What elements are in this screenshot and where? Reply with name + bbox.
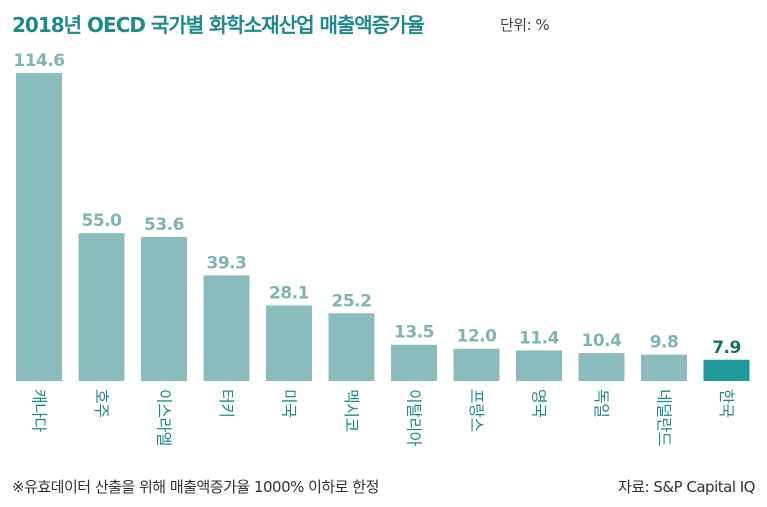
bar-6 [391, 344, 437, 381]
value-label-1: 55.0 [82, 211, 123, 231]
bar-7 [453, 348, 500, 381]
value-label-5: 25.2 [332, 291, 372, 311]
category-label-5: 멕시코 [342, 389, 361, 432]
category-label-11: 한국 [717, 389, 736, 417]
bar-3 [203, 275, 250, 381]
value-label-7: 12.0 [457, 327, 498, 347]
footnote: ※유효데이터 산출을 위해 매출액증가율 1000% 이하로 한정 [12, 478, 379, 496]
category-label-8: 영국 [530, 389, 549, 417]
value-label-9: 10.4 [582, 331, 623, 351]
bar-8 [516, 350, 562, 381]
category-label-3: 터키 [217, 389, 236, 417]
bar-1 [78, 233, 125, 381]
value-label-0: 114.6 [13, 51, 64, 71]
bar-10 [641, 354, 687, 381]
value-label-3: 39.3 [207, 253, 247, 273]
bar-9 [578, 353, 625, 381]
category-label-7: 프랑스 [467, 389, 486, 432]
source-label: 자료: S&P Capital IQ [617, 478, 756, 496]
category-label-1: 호주 [92, 389, 111, 417]
unit-label: 단위: % [500, 16, 550, 34]
category-label-2: 이스라엘 [155, 389, 174, 446]
bar-11 [703, 359, 750, 381]
value-label-2: 53.6 [144, 215, 184, 235]
chart-title: 2018년 OECD 국가별 화학소재산업 매출액증가율 [12, 13, 425, 37]
value-label-10: 9.8 [650, 333, 679, 353]
bar-chart: 114.6 캐나다 55.0 호주 53.6 이스라엘 39.3 터키 28.1 미국 25.2 멕시… [13, 51, 750, 447]
category-label-9: 독일 [592, 389, 611, 417]
value-label-6: 13.5 [394, 323, 434, 343]
category-label-0: 캐나다 [30, 389, 49, 432]
category-label-10: 네덜란드 [655, 389, 674, 446]
value-label-4: 28.1 [269, 283, 309, 303]
bar-5 [328, 313, 375, 381]
value-label-11: 7.9 [712, 338, 741, 358]
bar-4 [266, 305, 312, 381]
category-label-4: 미국 [280, 389, 299, 417]
category-label-6: 이탈리아 [405, 389, 424, 447]
value-label-8: 11.4 [519, 328, 560, 348]
bar-0 [16, 73, 62, 381]
bar-2 [141, 236, 187, 381]
